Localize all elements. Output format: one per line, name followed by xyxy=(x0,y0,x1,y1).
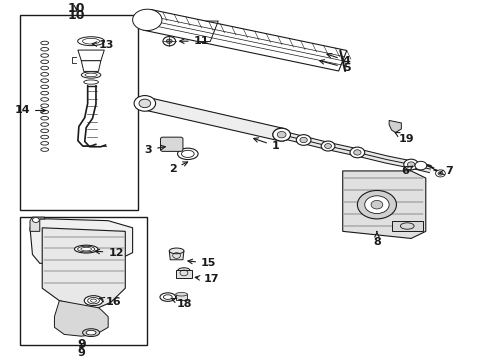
Text: 19: 19 xyxy=(395,132,415,144)
Ellipse shape xyxy=(74,245,98,253)
Ellipse shape xyxy=(84,80,98,84)
Text: 10: 10 xyxy=(68,9,85,22)
Polygon shape xyxy=(175,294,187,300)
Ellipse shape xyxy=(81,72,101,78)
Circle shape xyxy=(438,172,443,175)
Polygon shape xyxy=(175,270,192,278)
Polygon shape xyxy=(142,97,284,141)
Circle shape xyxy=(296,135,311,145)
Circle shape xyxy=(357,190,396,219)
Ellipse shape xyxy=(77,37,104,46)
Text: 18: 18 xyxy=(171,298,192,309)
Circle shape xyxy=(277,131,286,138)
Text: 1: 1 xyxy=(254,138,280,151)
Polygon shape xyxy=(30,219,133,267)
Circle shape xyxy=(354,150,361,155)
Text: 8: 8 xyxy=(373,231,381,247)
Ellipse shape xyxy=(82,329,99,337)
Polygon shape xyxy=(42,228,125,308)
Text: 2: 2 xyxy=(169,162,188,174)
Ellipse shape xyxy=(133,9,162,31)
Polygon shape xyxy=(389,121,401,132)
Ellipse shape xyxy=(178,268,190,273)
Text: 10: 10 xyxy=(68,2,85,15)
Circle shape xyxy=(350,147,365,158)
Circle shape xyxy=(325,144,331,149)
Circle shape xyxy=(277,131,286,138)
Polygon shape xyxy=(54,301,108,336)
Ellipse shape xyxy=(160,293,175,301)
Polygon shape xyxy=(81,61,101,71)
Circle shape xyxy=(273,128,291,141)
Polygon shape xyxy=(78,50,104,61)
Circle shape xyxy=(415,161,427,170)
Text: 7: 7 xyxy=(440,166,453,176)
Ellipse shape xyxy=(175,292,187,296)
Text: 6: 6 xyxy=(401,166,413,176)
FancyBboxPatch shape xyxy=(160,137,183,151)
Circle shape xyxy=(365,196,389,213)
Circle shape xyxy=(321,141,335,151)
Ellipse shape xyxy=(177,148,198,159)
Polygon shape xyxy=(169,251,184,260)
Polygon shape xyxy=(30,217,45,231)
Text: 3: 3 xyxy=(145,145,165,154)
Text: 9: 9 xyxy=(77,338,86,351)
Circle shape xyxy=(139,99,151,108)
Text: 9: 9 xyxy=(77,345,85,358)
Polygon shape xyxy=(343,171,426,238)
Ellipse shape xyxy=(86,330,96,335)
Text: 11: 11 xyxy=(180,36,209,46)
Text: 13: 13 xyxy=(92,40,114,50)
Polygon shape xyxy=(143,10,347,71)
Polygon shape xyxy=(392,221,423,231)
Ellipse shape xyxy=(169,248,184,254)
Bar xyxy=(20,217,147,345)
Ellipse shape xyxy=(84,296,103,306)
Circle shape xyxy=(273,128,291,141)
Circle shape xyxy=(408,162,415,167)
Text: 15: 15 xyxy=(188,258,217,268)
Text: 5: 5 xyxy=(320,60,350,73)
Circle shape xyxy=(166,39,172,43)
Circle shape xyxy=(32,217,39,222)
Circle shape xyxy=(371,201,383,209)
Text: 4: 4 xyxy=(327,54,351,66)
Text: 14: 14 xyxy=(14,105,46,116)
Circle shape xyxy=(300,137,307,143)
Text: 12: 12 xyxy=(95,248,123,258)
Circle shape xyxy=(404,159,418,170)
Bar xyxy=(20,14,138,210)
Circle shape xyxy=(163,37,175,46)
Circle shape xyxy=(134,95,156,111)
Text: 16: 16 xyxy=(100,297,122,307)
Text: 17: 17 xyxy=(195,274,219,284)
Circle shape xyxy=(436,170,445,177)
